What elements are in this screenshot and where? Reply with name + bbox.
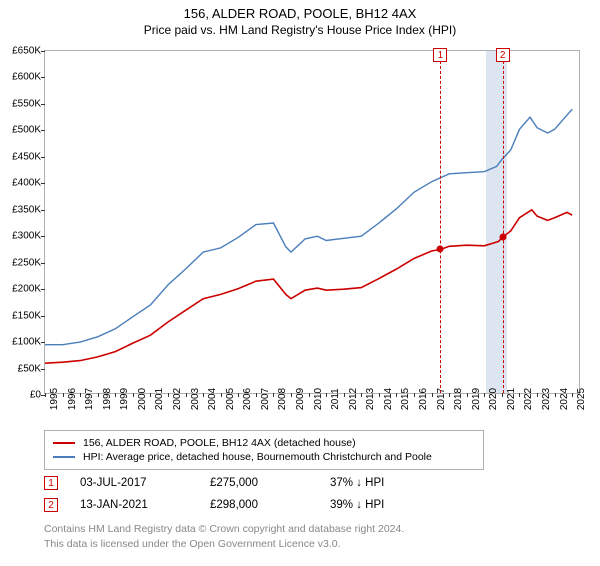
y-tick-label: £0 <box>30 390 41 401</box>
y-tick-label: £100K <box>12 337 41 348</box>
y-tick-label: £400K <box>12 178 41 189</box>
x-axis: 1995199619971998199920002001200220032004… <box>45 395 579 429</box>
series-line <box>45 109 572 345</box>
sales-row-date: 03-JUL-2017 <box>80 477 210 489</box>
y-tick-label: £550K <box>12 98 41 109</box>
y-tick-label: £450K <box>12 151 41 162</box>
sale-vline <box>440 51 441 393</box>
sales-row-price: £298,000 <box>210 499 330 511</box>
sales-row: 1 03-JUL-2017£275,00037% ↓ HPI <box>44 472 430 494</box>
y-tick-label: £300K <box>12 231 41 242</box>
chart-container: 156, ALDER ROAD, POOLE, BH12 4AX Price p… <box>0 6 600 566</box>
y-tick-label: £150K <box>12 310 41 321</box>
sales-row-date: 13-JAN-2021 <box>80 499 210 511</box>
legend-item: 156, ALDER ROAD, POOLE, BH12 4AX (detach… <box>53 437 475 449</box>
chart-title: 156, ALDER ROAD, POOLE, BH12 4AX <box>0 6 600 21</box>
series-line <box>45 210 572 363</box>
sales-row-pct: 39% ↓ HPI <box>330 499 430 511</box>
footer-line2: This data is licensed under the Open Gov… <box>44 537 404 552</box>
line-svg <box>45 51 581 395</box>
sale-vline <box>503 51 504 393</box>
legend-item: HPI: Average price, detached house, Bour… <box>53 451 475 463</box>
y-tick-label: £250K <box>12 257 41 268</box>
chart-subtitle: Price paid vs. HM Land Registry's House … <box>0 23 600 37</box>
y-tick-label: £600K <box>12 72 41 83</box>
sales-table: 1 03-JUL-2017£275,00037% ↓ HPI 2 13-JAN-202… <box>44 472 430 516</box>
sales-row-price: £275,000 <box>210 477 330 489</box>
y-tick-label: £350K <box>12 204 41 215</box>
y-tick-label: £650K <box>12 46 41 57</box>
y-axis: £0£50K£100K£150K£200K£250K£300K£350K£400… <box>1 51 43 393</box>
chart-area: £0£50K£100K£150K£200K£250K£300K£350K£400… <box>44 50 580 394</box>
sales-row: 2 13-JAN-2021£298,00039% ↓ HPI <box>44 494 430 516</box>
sale-point <box>437 246 444 253</box>
sales-row-marker: 1 <box>44 476 58 490</box>
sale-marker-2: 2 <box>496 48 510 62</box>
legend-label: HPI: Average price, detached house, Bour… <box>83 451 432 463</box>
legend-swatch <box>53 456 75 458</box>
plot-area: £0£50K£100K£150K£200K£250K£300K£350K£400… <box>44 50 580 394</box>
legend: 156, ALDER ROAD, POOLE, BH12 4AX (detach… <box>44 430 484 470</box>
legend-swatch <box>53 442 75 444</box>
y-tick-label: £200K <box>12 284 41 295</box>
sales-row-marker: 2 <box>44 498 58 512</box>
sale-marker-1: 1 <box>433 48 447 62</box>
footer: Contains HM Land Registry data © Crown c… <box>44 522 404 551</box>
footer-line1: Contains HM Land Registry data © Crown c… <box>44 522 404 537</box>
y-tick-label: £500K <box>12 125 41 136</box>
y-tick-label: £50K <box>18 363 41 374</box>
sale-point <box>499 234 506 241</box>
sales-row-pct: 37% ↓ HPI <box>330 477 430 489</box>
legend-label: 156, ALDER ROAD, POOLE, BH12 4AX (detach… <box>83 437 356 449</box>
